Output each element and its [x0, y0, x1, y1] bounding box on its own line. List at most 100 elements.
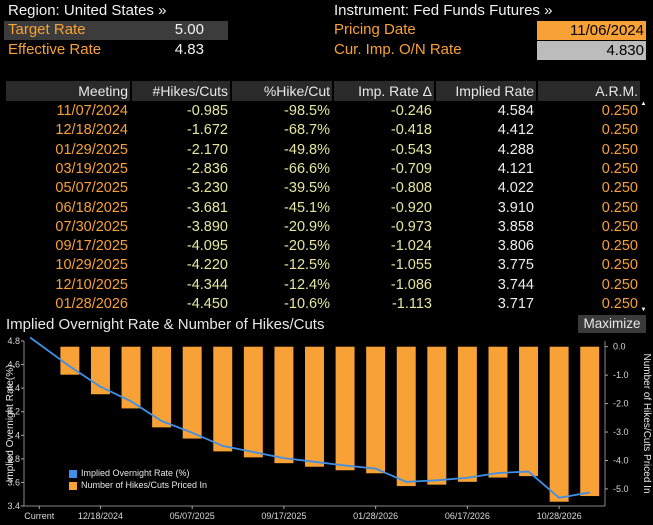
cell-hikes: -3.230 [186, 180, 228, 197]
cell-arm: 0.250 [601, 180, 638, 197]
table-scrollbar[interactable]: ▲ ▼ [640, 101, 647, 314]
bar [243, 346, 263, 458]
col-hikes-cuts[interactable]: #Hikes/Cuts [132, 81, 230, 101]
col-imp-rate-delta[interactable]: Imp. Rate Δ [334, 81, 434, 101]
right-axis-label: Number of Hikes/Cuts Priced In [641, 353, 652, 493]
x-tick-label: Current [24, 511, 55, 521]
target-rate-value: 5.00 [174, 21, 204, 38]
cell-meeting: 05/07/2025 [55, 180, 128, 197]
cell-pct: -66.6% [284, 160, 330, 177]
bar [580, 346, 600, 497]
cell-pct: -10.6% [284, 296, 330, 312]
rate-chart: 4.8 4.6 4.4 4.2 4 3.8 3.6 3.4 0.0 -1.0 -2.0 -3.0 -4.… [5, 336, 652, 521]
table-row[interactable]: 12/18/2024 -1.672 -68.7% -0.418 4.412 0.250 [6, 120, 640, 140]
right-tick-label: -2.0 [613, 399, 629, 409]
col-meeting[interactable]: Meeting [6, 81, 130, 101]
left-tick-label: 4.2 [7, 407, 20, 417]
left-tick-label: 3.4 [7, 501, 20, 511]
rate-line [29, 336, 590, 499]
cell-meeting: 09/17/2025 [55, 238, 128, 255]
col-arm[interactable]: A.R.M. [538, 81, 640, 101]
bar [152, 346, 172, 428]
maximize-button[interactable]: Maximize [578, 315, 646, 333]
bar [213, 346, 233, 452]
cell-hikes: -0.985 [186, 103, 228, 119]
legend-line-label: Implied Overnight Rate (%) [81, 468, 190, 478]
cell-arm: 0.250 [601, 103, 638, 119]
cell-meeting: 01/29/2025 [55, 141, 128, 158]
bar [427, 346, 447, 485]
right-tick-label: -5.0 [613, 484, 629, 494]
cur-imp-rate-field[interactable]: 4.830 [537, 41, 646, 60]
table-row[interactable]: 01/29/2025 -2.170 -49.8% -0.543 4.288 0.250 [6, 140, 640, 160]
table-row[interactable]: 05/07/2025 -3.230 -39.5% -0.808 4.022 0.250 [6, 178, 640, 198]
bar [274, 346, 294, 464]
cell-hikes: -1.672 [186, 122, 228, 139]
x-tick-label: 01/28/2026 [353, 511, 398, 521]
cell-delta: -0.543 [390, 141, 432, 158]
effective-rate-row: Effective Rate 4.83 [4, 41, 228, 60]
cell-pct: -49.8% [284, 141, 330, 158]
cell-meeting: 06/18/2025 [55, 199, 128, 216]
table-row[interactable]: 11/07/2024 -0.985 -98.5% -0.246 4.584 0.250 [6, 101, 640, 121]
cell-delta: -0.246 [390, 103, 432, 119]
cell-arm: 0.250 [601, 122, 638, 139]
cell-implied: 4.022 [497, 180, 534, 197]
bar [549, 346, 569, 502]
cell-pct: -68.7% [284, 122, 330, 139]
bar [90, 346, 110, 395]
cell-pct: -12.4% [284, 276, 330, 293]
col-implied-rate[interactable]: Implied Rate [436, 81, 536, 101]
left-tick-label: 4 [15, 430, 20, 440]
instrument-selector[interactable]: Instrument: Fed Funds Futures » [334, 2, 553, 19]
left-tick-label: 3.8 [7, 454, 20, 464]
cell-delta: -0.418 [390, 122, 432, 139]
table-row[interactable]: 09/17/2025 -4.095 -20.5% -1.024 3.806 0.250 [6, 236, 640, 256]
region-selector[interactable]: Region: United States » [8, 2, 167, 19]
table-header: Meeting #Hikes/Cuts %Hike/Cut Imp. Rate … [6, 81, 647, 101]
target-rate-row: Target Rate 5.00 [4, 21, 228, 40]
pricing-date-label: Pricing Date [334, 21, 416, 38]
cell-implied: 4.412 [497, 122, 534, 139]
cell-pct: -39.5% [284, 180, 330, 197]
cell-hikes: -2.836 [186, 160, 228, 177]
cell-implied: 3.717 [497, 296, 534, 312]
cell-meeting: 11/07/2024 [56, 103, 129, 119]
table-row[interactable]: 07/30/2025 -3.890 -20.9% -0.973 3.858 0.250 [6, 217, 640, 237]
cell-delta: -1.086 [390, 276, 432, 293]
cell-hikes: -4.220 [186, 257, 228, 274]
bar [366, 346, 386, 474]
cell-implied: 4.584 [497, 103, 534, 119]
right-tick-label: -1.0 [613, 370, 629, 380]
table-row[interactable]: 12/10/2025 -4.344 -12.4% -1.086 3.744 0.250 [6, 275, 640, 295]
left-tick-label: 4.8 [7, 336, 20, 346]
right-tick-label: 0.0 [613, 342, 626, 352]
cell-hikes: -3.681 [186, 199, 228, 216]
left-tick-label: 3.6 [7, 477, 20, 487]
cell-meeting: 07/30/2025 [55, 218, 128, 235]
table-row[interactable]: 10/29/2025 -4.220 -12.5% -1.055 3.775 0.250 [6, 255, 640, 275]
bar [60, 346, 80, 375]
pricing-date-field[interactable]: 11/06/2024 [537, 21, 646, 40]
scroll-down-icon[interactable]: ▼ [640, 307, 647, 313]
cell-arm: 0.250 [601, 141, 638, 158]
cell-arm: 0.250 [601, 238, 638, 255]
cell-arm: 0.250 [601, 199, 638, 216]
cell-arm: 0.250 [601, 218, 638, 235]
table-row[interactable]: 06/18/2025 -3.681 -45.1% -0.920 3.910 0.250 [6, 198, 640, 218]
table-row[interactable]: 03/19/2025 -2.836 -66.6% -0.709 4.121 0.250 [6, 159, 640, 179]
chart-title: Implied Overnight Rate & Number of Hikes… [6, 316, 325, 333]
scroll-up-icon[interactable]: ▲ [640, 101, 647, 107]
meeting-table: Meeting #Hikes/Cuts %Hike/Cut Imp. Rate … [6, 81, 647, 314]
bar [305, 346, 324, 467]
table-row[interactable]: 01/28/2026 -4.450 -10.6% -1.113 3.717 0.250 [6, 294, 640, 314]
right-tick-label: -3.0 [613, 427, 629, 437]
cell-delta: -1.113 [391, 296, 432, 312]
cell-pct: -98.5% [284, 103, 330, 119]
col-pct-hike-cut[interactable]: %Hike/Cut [232, 81, 332, 101]
effective-rate-label: Effective Rate [8, 41, 102, 58]
cell-pct: -45.1% [284, 199, 330, 216]
bar [519, 346, 539, 477]
cell-hikes: -4.095 [186, 238, 228, 255]
cell-arm: 0.250 [601, 257, 638, 274]
